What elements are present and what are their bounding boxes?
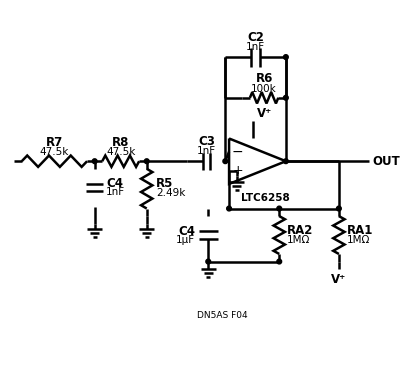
Circle shape [92,159,97,164]
Text: 1nF: 1nF [246,42,265,52]
Circle shape [284,55,288,59]
Text: 47.5k: 47.5k [40,147,69,157]
Text: +: + [232,164,243,177]
Text: C3: C3 [198,135,215,148]
Circle shape [277,206,282,211]
Text: 2.49k: 2.49k [156,188,186,199]
Text: 1μF: 1μF [176,235,195,245]
Text: LTC6258: LTC6258 [241,193,290,203]
Text: V⁺: V⁺ [256,107,272,120]
Text: 47.5k: 47.5k [106,147,135,157]
Text: 1nF: 1nF [197,146,216,157]
Text: R8: R8 [112,136,129,149]
Text: RA1: RA1 [346,224,373,237]
Circle shape [144,159,149,164]
Circle shape [206,259,211,264]
Text: 1MΩ: 1MΩ [346,235,370,245]
Circle shape [277,259,282,264]
Circle shape [223,159,228,164]
Text: 100k: 100k [251,84,277,94]
Text: 1nF: 1nF [106,188,125,197]
Text: OUT: OUT [372,155,400,168]
Text: C4: C4 [178,225,195,238]
Circle shape [284,95,288,100]
Text: RA2: RA2 [287,224,313,237]
Text: R7: R7 [46,136,63,149]
Text: R6: R6 [256,73,273,85]
Text: DN5AS F04: DN5AS F04 [197,311,248,320]
Text: C2: C2 [247,31,264,44]
Circle shape [336,206,341,211]
Text: −: − [232,145,244,159]
Circle shape [284,159,288,164]
Text: V⁺: V⁺ [331,273,346,286]
Text: R5: R5 [156,177,174,191]
Circle shape [227,206,232,211]
Text: 1MΩ: 1MΩ [287,235,310,245]
Text: C4: C4 [106,177,123,191]
